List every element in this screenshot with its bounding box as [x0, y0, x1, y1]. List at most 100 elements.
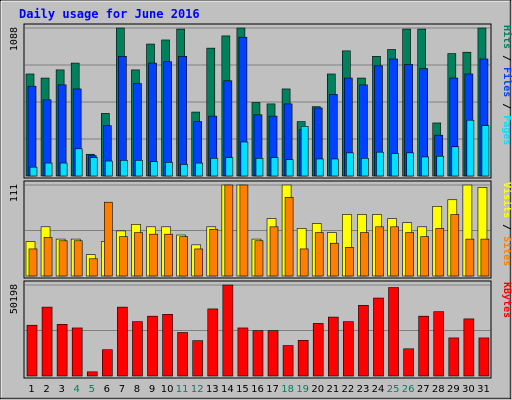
bar-sites-day-18: [284, 196, 294, 277]
bar-sites-day-30: [465, 238, 475, 277]
bar-pages-day-30: [466, 119, 475, 177]
y-max-label: 50198: [9, 284, 20, 314]
x-tick-label-16: 16: [251, 384, 264, 395]
x-tick-label-1: 1: [28, 384, 34, 395]
bar-sites-day-20: [314, 232, 324, 277]
y-max-label: 111: [9, 184, 20, 202]
bar-kbytes-day-24: [373, 297, 384, 377]
bar-files-day-10: [163, 61, 172, 177]
bar-kbytes-day-26: [403, 348, 414, 377]
panel-kbytes: 50198 KBytes: [9, 280, 512, 379]
x-tick-label-21: 21: [326, 384, 339, 395]
bar-kbytes-day-2: [41, 306, 53, 377]
bar-sites-day-7: [119, 236, 128, 277]
bar-pages-day-13: [210, 158, 219, 177]
bar-kbytes-day-17: [267, 330, 279, 377]
series-axis-label: Hits / Files / Pages: [501, 25, 512, 145]
x-tick-label-31: 31: [477, 384, 490, 395]
bar-pages-day-12: [195, 162, 204, 177]
bar-sites-day-13: [209, 228, 219, 277]
bar-pages-day-27: [421, 156, 429, 177]
bar-pages-day-1: [29, 166, 38, 177]
bar-kbytes-day-28: [433, 311, 445, 377]
bar-pages-day-26: [406, 152, 414, 177]
bar-pages-day-15: [240, 141, 249, 177]
x-tick-label-22: 22: [342, 384, 355, 395]
x-tick-label-29: 29: [447, 384, 460, 395]
bar-sites-day-10: [164, 233, 173, 277]
bar-kbytes-day-8: [132, 321, 143, 377]
y-max-label: 1088: [9, 27, 20, 51]
bar-pages-day-8: [135, 160, 143, 177]
x-tick-label-24: 24: [372, 384, 385, 395]
bar-kbytes-day-3: [56, 324, 68, 377]
bar-kbytes-day-15: [237, 327, 249, 377]
bar-sites-day-4: [73, 240, 83, 277]
bar-kbytes-day-6: [102, 349, 113, 377]
bar-sites-day-11: [179, 236, 188, 277]
bar-kbytes-day-14: [222, 284, 234, 377]
bar-pages-day-31: [481, 125, 490, 177]
series-label-files: Files: [501, 67, 512, 97]
bar-kbytes-day-16: [252, 330, 264, 377]
series-axis-label: KBytes: [501, 282, 512, 318]
bar-sites-day-16: [254, 240, 264, 277]
x-tick-label-11: 11: [176, 384, 189, 395]
panel-hits-files-pages: 1088 Hits / Files / Pages: [9, 23, 512, 179]
bar-pages-day-22: [346, 152, 354, 177]
bar-sites-day-12: [194, 248, 204, 277]
bar-pages-day-16: [255, 158, 264, 177]
x-tick-label-19: 19: [296, 384, 309, 395]
bar-pages-day-7: [120, 160, 128, 177]
bar-kbytes-day-11: [177, 332, 188, 377]
bar-pages-day-17: [270, 157, 279, 177]
bar-sites-day-27: [420, 236, 429, 277]
bar-sites-day-29: [450, 214, 460, 277]
bar-sites-day-15: [239, 184, 249, 277]
x-tick-label-2: 2: [43, 384, 49, 395]
x-tick-label-5: 5: [89, 384, 95, 395]
bar-kbytes-day-20: [312, 323, 324, 377]
bar-sites-day-28: [435, 228, 445, 277]
x-tick-label-30: 30: [462, 384, 475, 395]
x-tick-label-27: 27: [417, 384, 430, 395]
bar-kbytes-day-29: [448, 337, 460, 377]
bar-kbytes-day-23: [358, 304, 369, 377]
x-tick-label-28: 28: [432, 384, 445, 395]
bar-sites-day-3: [58, 240, 68, 277]
x-tick-label-7: 7: [119, 384, 125, 395]
bar-sites-day-2: [43, 237, 53, 277]
bar-kbytes-day-27: [418, 315, 429, 377]
series-label-visits: Visits: [501, 182, 512, 218]
bar-sites-day-25: [390, 226, 399, 277]
bar-sites-day-23: [360, 232, 369, 277]
bar-sites-day-5: [88, 258, 98, 277]
bar-kbytes-day-19: [297, 339, 309, 377]
bar-pages-day-29: [451, 146, 460, 177]
bar-sites-day-21: [329, 242, 339, 277]
bar-kbytes-day-5: [86, 371, 98, 377]
bar-kbytes-day-31: [478, 337, 490, 377]
bar-sites-day-1: [28, 248, 38, 277]
chart-title: Daily usage for June 2016: [19, 7, 200, 21]
bar-pages-day-5: [89, 157, 98, 177]
series-axis-label: Visits / Sites: [501, 182, 512, 266]
bar-kbytes-day-1: [26, 324, 38, 377]
x-tick-label-26: 26: [402, 384, 415, 395]
x-tick-label-14: 14: [221, 384, 234, 395]
bar-files-day-1: [27, 85, 37, 177]
bar-kbytes-day-12: [192, 340, 204, 377]
bar-pages-day-14: [225, 157, 234, 177]
bar-kbytes-day-30: [463, 318, 475, 377]
bar-pages-day-6: [105, 160, 113, 177]
bar-sites-day-9: [149, 233, 158, 277]
bar-sites-day-31: [480, 238, 490, 277]
bar-sites-day-8: [134, 232, 143, 277]
bar-kbytes-day-7: [117, 306, 128, 377]
bar-kbytes-day-4: [71, 327, 83, 377]
bar-pages-day-20: [315, 158, 324, 177]
bar-pages-day-19: [300, 126, 309, 177]
bar-sites-day-22: [345, 247, 354, 277]
bar-kbytes-day-13: [207, 308, 219, 377]
